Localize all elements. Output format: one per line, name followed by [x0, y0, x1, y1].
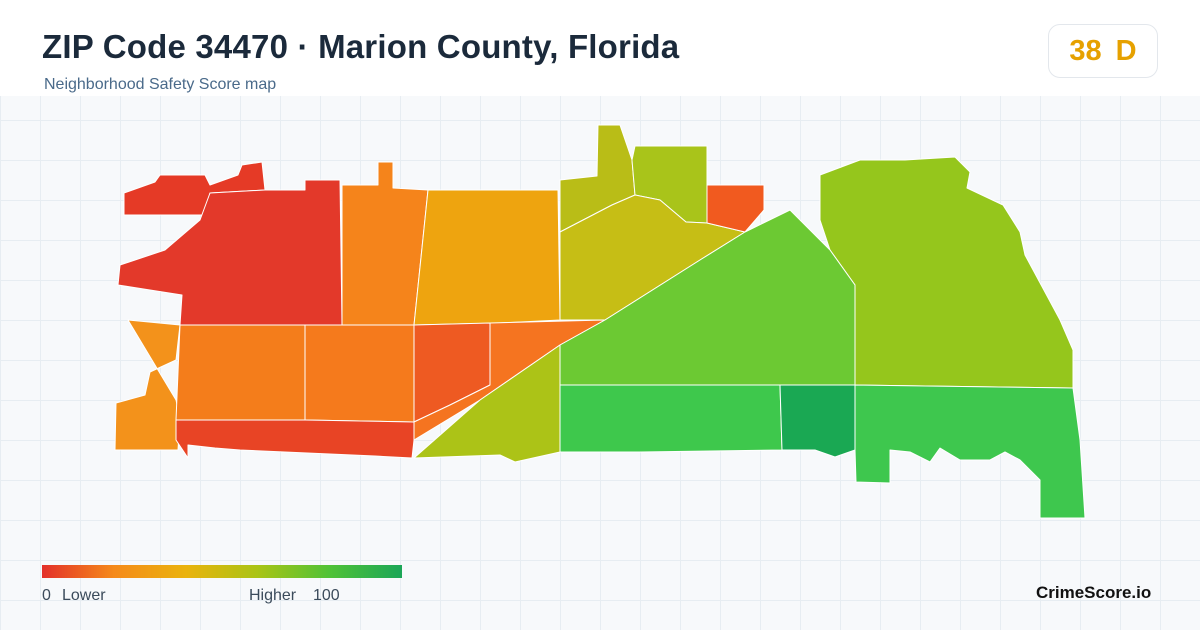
neighborhood-regions — [114, 124, 1086, 519]
map-region[interactable] — [559, 384, 783, 453]
map-region[interactable] — [175, 419, 415, 459]
map-region[interactable] — [854, 384, 1086, 519]
brand-label: CrimeScore.io — [1036, 583, 1152, 602]
zip-map — [114, 124, 1086, 519]
page-subtitle: Neighborhood Safety Score map — [44, 76, 277, 93]
map-region[interactable] — [123, 161, 266, 216]
map-region[interactable] — [779, 384, 856, 458]
score-badge: 38 D — [1048, 24, 1158, 78]
header: ZIP Code 34470 · Marion County, Florida … — [0, 0, 1200, 96]
legend-max-label: 100 — [313, 587, 340, 604]
map-region[interactable] — [819, 156, 1074, 389]
map-region[interactable] — [413, 189, 561, 326]
map-region[interactable] — [114, 319, 181, 451]
map-region[interactable] — [117, 179, 343, 326]
legend-gradient-bar — [42, 565, 402, 578]
legend-high-label: Higher — [249, 587, 297, 604]
score-value: 38 — [1069, 34, 1102, 67]
map-region[interactable] — [175, 324, 306, 421]
score-grade: D — [1115, 34, 1137, 67]
map-region[interactable] — [341, 161, 429, 326]
legend-min-label: 0 — [42, 587, 51, 604]
legend-low-label: Lower — [62, 587, 106, 604]
map-region[interactable] — [706, 184, 765, 233]
map-region[interactable] — [304, 324, 415, 423]
page-title: ZIP Code 34470 · Marion County, Florida — [42, 28, 680, 65]
